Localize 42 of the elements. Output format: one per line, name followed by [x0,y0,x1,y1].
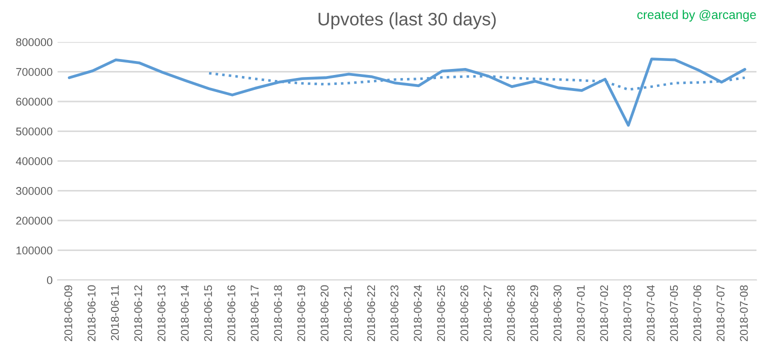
x-tick-label: 2018-06-21 [344,285,352,342]
x-tick-label: 2018-06-29 [530,285,538,342]
x-tick-label: 2018-07-04 [646,285,655,342]
y-tick-label: 200000 [16,216,52,225]
x-tick-label: 2018-06-24 [414,285,422,342]
y-tick-label: 0 [46,276,52,284]
x-tick-label: 2018-06-30 [554,285,562,342]
x-tick-label: 2018-06-10 [88,285,96,342]
x-tick-label: 2018-07-03 [623,285,632,342]
x-tick-label: 2018-06-16 [227,285,236,342]
x-tick-label: 2018-07-02 [600,285,608,342]
x-tick-label: 2018-06-11 [110,285,119,340]
x-tick-label: 2018-06-28 [506,285,515,342]
y-tick-label: 500000 [16,128,52,136]
x-tick-label: 2018-06-18 [274,285,282,342]
x-tick-label: 2018-06-22 [367,285,376,342]
y-tick-label: 600000 [16,98,52,106]
x-tick-label: 2018-06-09 [64,285,72,342]
x-tick-label: 2018-07-01 [576,285,585,342]
x-tick-label: 2018-06-20 [320,285,328,342]
y-tick-label: 800000 [16,38,52,46]
y-tick-label: 400000 [16,157,52,166]
x-tick-label: 2018-07-08 [740,285,748,342]
x-tick-label: 2018-06-15 [204,285,212,342]
x-tick-label: 2018-07-05 [670,285,678,342]
x-tick-label: 2018-06-19 [297,285,306,342]
x-tick-label: 2018-06-14 [180,285,189,342]
text: created by @arcange [637,10,756,22]
x-tick-label: 2018-06-27 [484,285,492,342]
x-tick-label: 2018-07-07 [716,285,725,342]
x-tick-label: 2018-06-12 [134,285,142,342]
x-tick-label: 2018-06-17 [250,285,259,342]
y-tick-label: 700000 [16,68,52,76]
line-series [68,58,746,127]
x-tick-label: 2018-06-26 [460,285,468,342]
x-tick-label: 2018-07-06 [693,285,702,342]
y-tick-label: 300000 [16,187,52,195]
x-tick-label: 2018-06-23 [390,285,398,342]
x-tick-label: 2018-06-25 [437,285,445,342]
chart-title: Upvotes (last 30 days) [318,12,496,30]
y-tick-label: 100000 [16,246,52,254]
x-tick-label: 2018-06-13 [158,285,166,342]
